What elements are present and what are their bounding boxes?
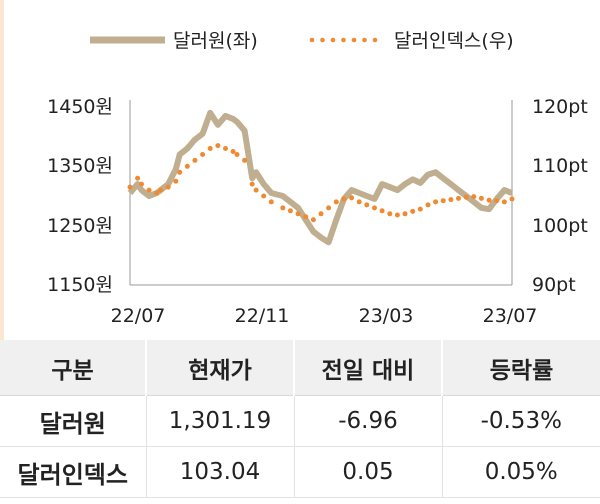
x-tick-label: 23/07 [483, 305, 538, 327]
header-category: 구분 [0, 340, 146, 396]
summary-table-container: 구분 현재가 전일 대비 등락률 달러원 1,301.19 -6.96 -0.5… [0, 340, 600, 504]
series-point-dollar-index [509, 196, 515, 202]
series-point-dollar-index [303, 214, 309, 220]
series-point-dollar-index [310, 217, 316, 223]
left-accent-strip [0, 0, 4, 340]
series-point-dollar-index [223, 146, 228, 151]
series-point-dollar-index [154, 190, 160, 196]
legend-dot [362, 37, 367, 43]
y-left-tick-label: 1150원 [47, 274, 113, 296]
plot-area [127, 109, 515, 246]
series-point-dollar-index [394, 212, 400, 218]
series-point-dollar-index [372, 205, 377, 211]
series-point-dollar-index [207, 146, 213, 151]
y-right-tick-label: 100pt [532, 215, 588, 237]
series-point-dollar-index [349, 195, 355, 201]
legend-dot [330, 37, 336, 43]
y-left-tick-label: 1250원 [47, 215, 113, 237]
table-header-row: 구분 현재가 전일 대비 등락률 [0, 340, 600, 396]
current-price-cell: 103.04 [145, 446, 294, 498]
y-left-tick-label: 1350원 [47, 155, 113, 177]
header-change-rate: 등락률 [441, 340, 600, 396]
series-point-dollar-index [471, 194, 477, 200]
series-point-dollar-index [184, 163, 190, 169]
series-point-dollar-index [456, 195, 461, 201]
series-point-dollar-index [268, 199, 274, 205]
y-right-tick-label: 120pt [532, 96, 588, 118]
series-point-dollar-index [379, 208, 385, 214]
series-point-dollar-index [146, 187, 152, 193]
series-point-dollar-index [433, 199, 439, 205]
header-current-price: 현재가 [145, 340, 294, 396]
summary-table: 구분 현재가 전일 대비 등락률 달러원 1,301.19 -6.96 -0.5… [0, 340, 600, 498]
series-point-dollar-index [326, 205, 332, 211]
series-point-dollar-index [200, 152, 206, 157]
series-point-dollar-index [448, 197, 454, 203]
series-point-dollar-index [253, 187, 259, 193]
series-point-dollar-index [387, 211, 393, 217]
legend-dot [320, 37, 325, 43]
row-label: 달러인덱스 [0, 446, 146, 498]
change-cell: 0.05 [293, 446, 442, 498]
series-point-dollar-index [173, 178, 179, 184]
legend-swatch-dollar-index [309, 37, 378, 43]
table-row: 달러원 1,301.19 -6.96 -0.53% [0, 395, 600, 447]
series-point-dollar-index [333, 199, 339, 205]
series-point-dollar-index [280, 205, 286, 211]
series-point-dollar-index [486, 197, 492, 203]
change-rate-cell: -0.53% [441, 395, 600, 447]
series-point-dollar-index [135, 175, 141, 181]
change-cell: -6.96 [293, 395, 442, 447]
series-point-dollar-index [230, 149, 236, 154]
series-point-dollar-index [478, 195, 484, 201]
series-point-dollar-index [261, 193, 267, 199]
series-point-dollar-index [177, 169, 183, 175]
series-point-dollar-index [440, 198, 446, 204]
x-tick-label: 23/03 [359, 305, 414, 327]
series-point-dollar-index [165, 184, 171, 190]
series-point-dollar-index [192, 157, 198, 163]
chart-legend: 달러원(좌) 달러인덱스(우) [90, 30, 514, 52]
series-point-dollar-index [341, 196, 347, 202]
legend-dot [372, 37, 378, 43]
legend-dot [309, 37, 315, 43]
series-point-dollar-index [410, 208, 416, 214]
series-point-dollar-index [139, 181, 144, 187]
y-left-tick-label: 1450원 [47, 96, 113, 118]
y-right-tick-label: 90pt [532, 274, 576, 296]
legend-label-dollar-index: 달러인덱스(우) [394, 30, 514, 52]
series-point-dollar-index [242, 157, 248, 163]
header-change: 전일 대비 [293, 340, 442, 396]
series-point-dollar-index [402, 211, 408, 217]
row-label: 달러원 [0, 395, 146, 447]
series-line-usdkrw [127, 109, 514, 246]
series-point-dollar-index [417, 206, 423, 212]
table-row: 달러인덱스 103.04 0.05 0.05% [0, 446, 600, 498]
current-price-cell: 1,301.19 [145, 395, 294, 447]
series-point-dollar-index [463, 194, 469, 200]
series-point-dollar-index [215, 143, 221, 149]
series-point-dollar-index [158, 187, 164, 193]
x-tick-label: 22/07 [111, 305, 166, 327]
legend-label-usdkrw: 달러원(좌) [173, 30, 258, 52]
y-right-tick-label: 110pt [532, 155, 588, 177]
legend-dot [351, 37, 357, 43]
legend-dot [341, 37, 346, 43]
series-point-dollar-index [501, 199, 507, 205]
series-point-dollar-index [234, 152, 240, 157]
series-point-dollar-index [295, 211, 301, 217]
series-point-dollar-index [364, 202, 370, 208]
series-point-dollar-index [494, 198, 500, 204]
x-tick-label: 22/11 [235, 305, 290, 327]
series-point-dollar-index [249, 181, 255, 187]
change-rate-cell: 0.05% [441, 446, 600, 498]
series-point-dollar-index [287, 208, 293, 214]
series-point-dollar-index [127, 184, 133, 190]
exchange-rate-chart: 달러원(좌) 달러인덱스(우) 1450원 1350원 1250원 1150원 … [47, 30, 588, 327]
series-point-dollar-index [356, 199, 362, 205]
series-point-dollar-index [425, 202, 431, 208]
series-point-dollar-index [318, 211, 324, 217]
